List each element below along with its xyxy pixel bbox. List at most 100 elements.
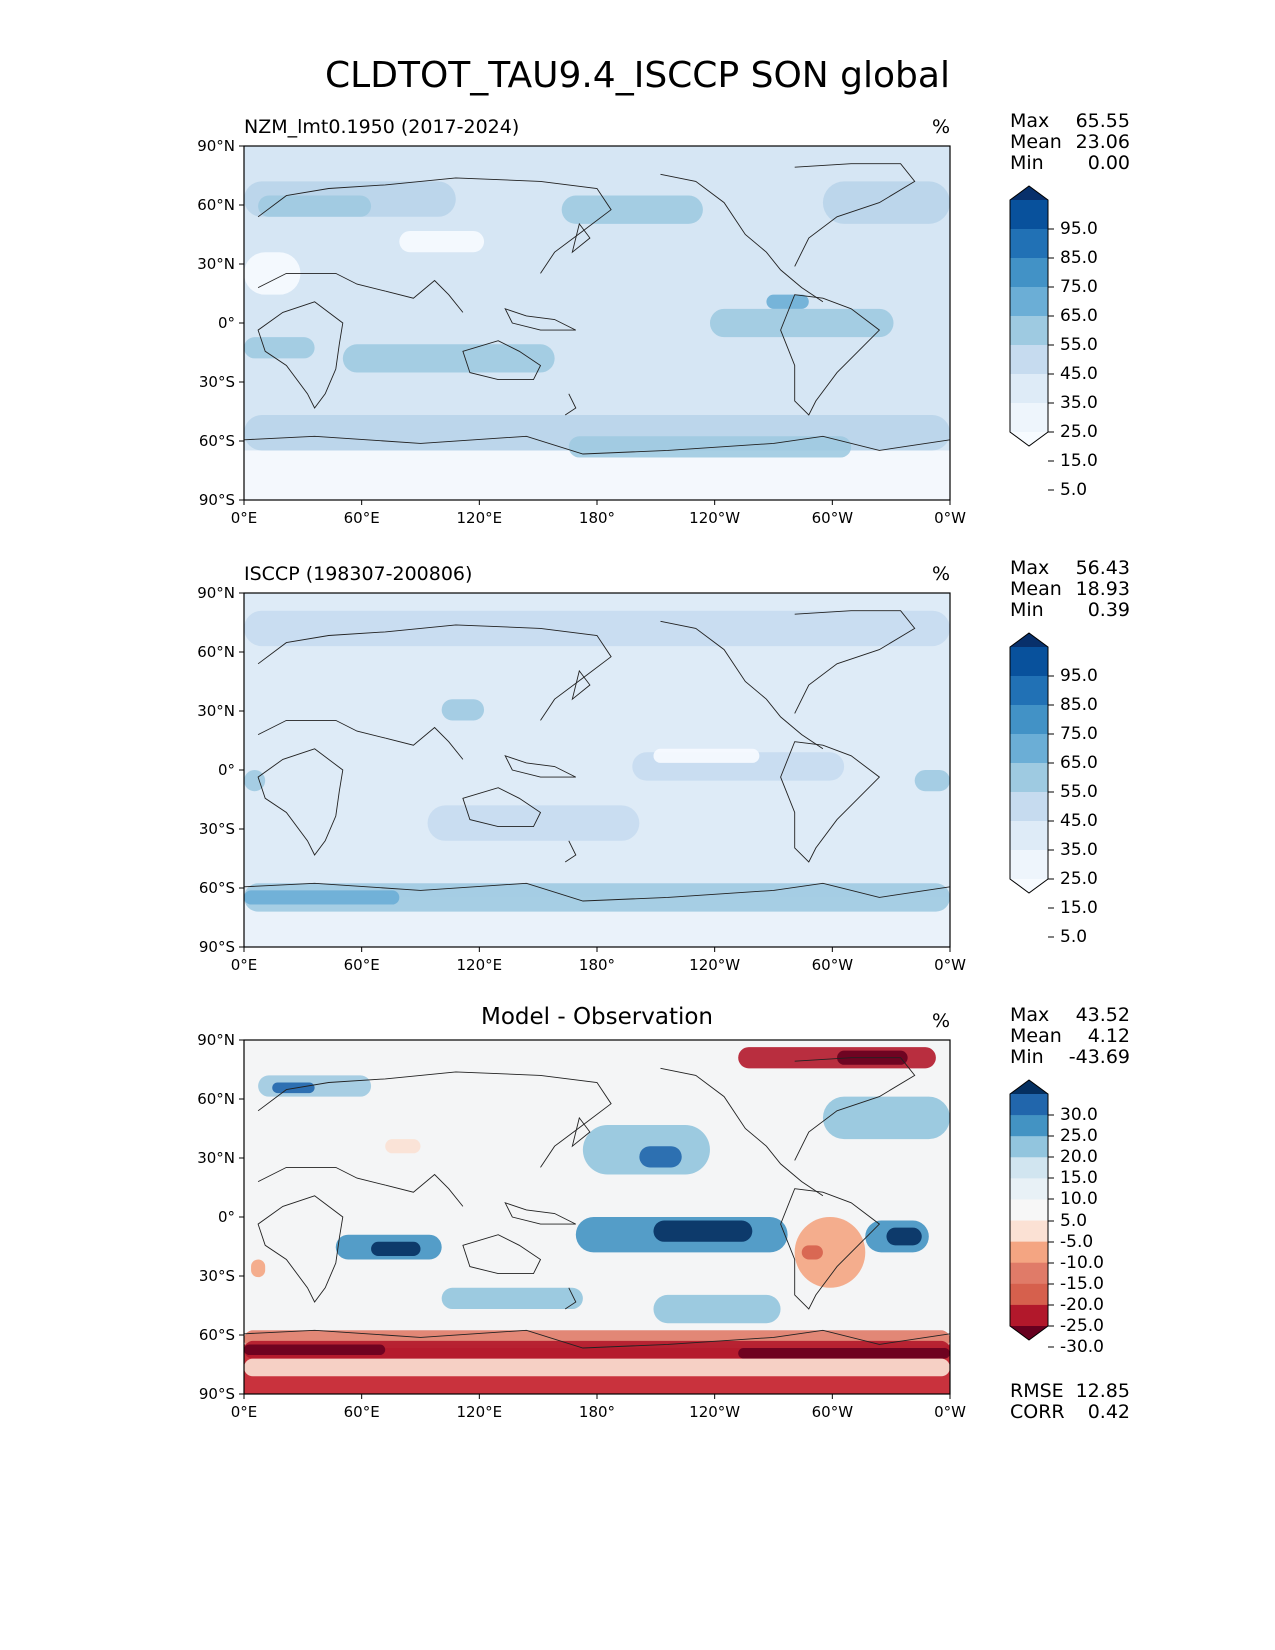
colorbar-tick [1048, 489, 1054, 491]
field-contour [385, 1139, 421, 1154]
coastline [257, 1166, 386, 1186]
coastline [564, 393, 577, 416]
colorbar-tick-label: 95.0 [1060, 666, 1098, 686]
stat-max-value: 65.55 [1075, 110, 1130, 132]
colorbar-tick-label: -20.0 [1060, 1294, 1104, 1315]
lat-tick-label: 90°S [199, 491, 235, 509]
colorbar-tick [1048, 907, 1054, 909]
coastline [257, 719, 386, 739]
colorbar-tick-label: 5.0 [1060, 1210, 1088, 1231]
colorbar-tick-label: 30.0 [1060, 1105, 1098, 1126]
stat-mean-label: Mean [1010, 578, 1062, 600]
colorbar-tick-label: 75.0 [1060, 277, 1098, 297]
colorbar-tick-label: 15.0 [1060, 1168, 1098, 1189]
field-contour [244, 1344, 386, 1356]
panel-left-title: NZM_lmt0.1950 (2017-2024) [244, 116, 520, 138]
coastline [385, 726, 464, 760]
colorbar-tick [1048, 1283, 1054, 1285]
field-contour [399, 230, 485, 253]
lon-tick-label: 60°W [812, 956, 854, 974]
stat-max-label: Max [1010, 1004, 1050, 1026]
lat-tick-label: 60°S [199, 879, 235, 897]
colorbar-segment [1010, 1262, 1048, 1285]
colorbar-extend-max [1010, 1080, 1048, 1094]
colorbar-tick-label: 65.0 [1060, 306, 1098, 326]
colorbar-segment [1010, 403, 1048, 433]
colorbar-tick [1048, 460, 1054, 462]
colorbar-tick-label: 15.0 [1060, 451, 1098, 471]
lat-tick-label: 90°N [197, 1031, 235, 1049]
panel-units: % [931, 1010, 950, 1032]
lat-tick-label: 90°N [197, 137, 235, 155]
colorbar-tick [1048, 675, 1054, 677]
lat-tick-label: 90°S [199, 1385, 235, 1403]
colorbar-tick-label: 5.0 [1060, 480, 1088, 500]
colorbar-tick [1048, 1304, 1054, 1306]
lat-tick-label: 60°S [199, 1326, 235, 1344]
colorbar-tick [1048, 820, 1054, 822]
colorbar-tick-label: -5.0 [1060, 1231, 1094, 1252]
panel-units: % [931, 563, 950, 585]
coastline [571, 222, 591, 254]
lon-tick-label: 60°W [812, 509, 854, 527]
lat-tick-label: 0° [218, 1208, 235, 1226]
colorbar-segment [1010, 1283, 1048, 1306]
colorbar-tick-label: -25.0 [1060, 1316, 1104, 1336]
stat-max-label: Max [1010, 110, 1050, 132]
colorbar-tick-label: -30.0 [1060, 1337, 1104, 1358]
coastline [660, 620, 824, 750]
colorbar-tick-label: 65.0 [1060, 753, 1098, 773]
coastline [794, 163, 916, 267]
stat-max-value: 56.43 [1075, 557, 1130, 579]
colorbar-tick [1048, 1198, 1054, 1200]
lon-tick-label: 60°E [344, 956, 380, 974]
lat-tick-label: 30°S [199, 1267, 235, 1285]
colorbar-segment [1010, 1136, 1048, 1158]
field-contour [886, 1227, 922, 1246]
colorbar-extend-min [1010, 432, 1048, 446]
colorbar-2 [1009, 632, 1049, 894]
lon-tick-label: 0°W [934, 509, 966, 527]
colorbar-1 [1009, 185, 1049, 447]
stat-max-label: Max [1010, 557, 1050, 579]
figure-title: CLDTOT_TAU9.4_ISCCP SON global [325, 55, 950, 96]
field-contour [244, 1358, 950, 1377]
lat-tick-label: 30°N [197, 702, 235, 720]
field-contour [244, 610, 950, 647]
coastline [257, 624, 612, 721]
colorbar-segment [1010, 763, 1048, 793]
coastline [571, 669, 591, 701]
lon-tick-label: 180° [579, 509, 615, 527]
colorbar-segment [1010, 1199, 1048, 1222]
lat-tick-label: 0° [218, 761, 235, 779]
colorbar-tick [1048, 344, 1054, 346]
coastline [564, 1287, 577, 1310]
stat-mean-label: Mean [1010, 1025, 1062, 1047]
lon-tick-label: 0°E [231, 509, 258, 527]
lat-tick-label: 60°N [197, 643, 235, 661]
colorbar-tick [1048, 402, 1054, 404]
field-contour [801, 1245, 823, 1260]
lon-tick-label: 180° [579, 1403, 615, 1421]
colorbar-tick-label: 25.0 [1060, 1126, 1098, 1147]
antarctic-field [244, 450, 950, 500]
coastline [257, 272, 386, 292]
stat-mean-value: 23.06 [1075, 131, 1130, 153]
colorbar-tick-label: -15.0 [1060, 1273, 1104, 1294]
coastline [462, 340, 542, 381]
coastline [243, 882, 951, 902]
lat-tick-label: 90°N [197, 584, 235, 602]
lon-tick-label: 60°E [344, 1403, 380, 1421]
coastline [504, 308, 577, 331]
colorbar-tick [1048, 286, 1054, 288]
coastline [794, 1057, 916, 1161]
colorbar-tick-label: -10.0 [1060, 1252, 1104, 1273]
coastline [257, 1195, 344, 1303]
coastline [780, 1188, 881, 1310]
lon-tick-label: 60°W [812, 1403, 854, 1421]
lat-tick-label: 30°N [197, 1149, 235, 1167]
coastline [571, 1116, 591, 1148]
colorbar-tick-label: 55.0 [1060, 335, 1098, 355]
lon-tick-label: 0°W [934, 956, 966, 974]
field-contour [639, 1146, 682, 1168]
